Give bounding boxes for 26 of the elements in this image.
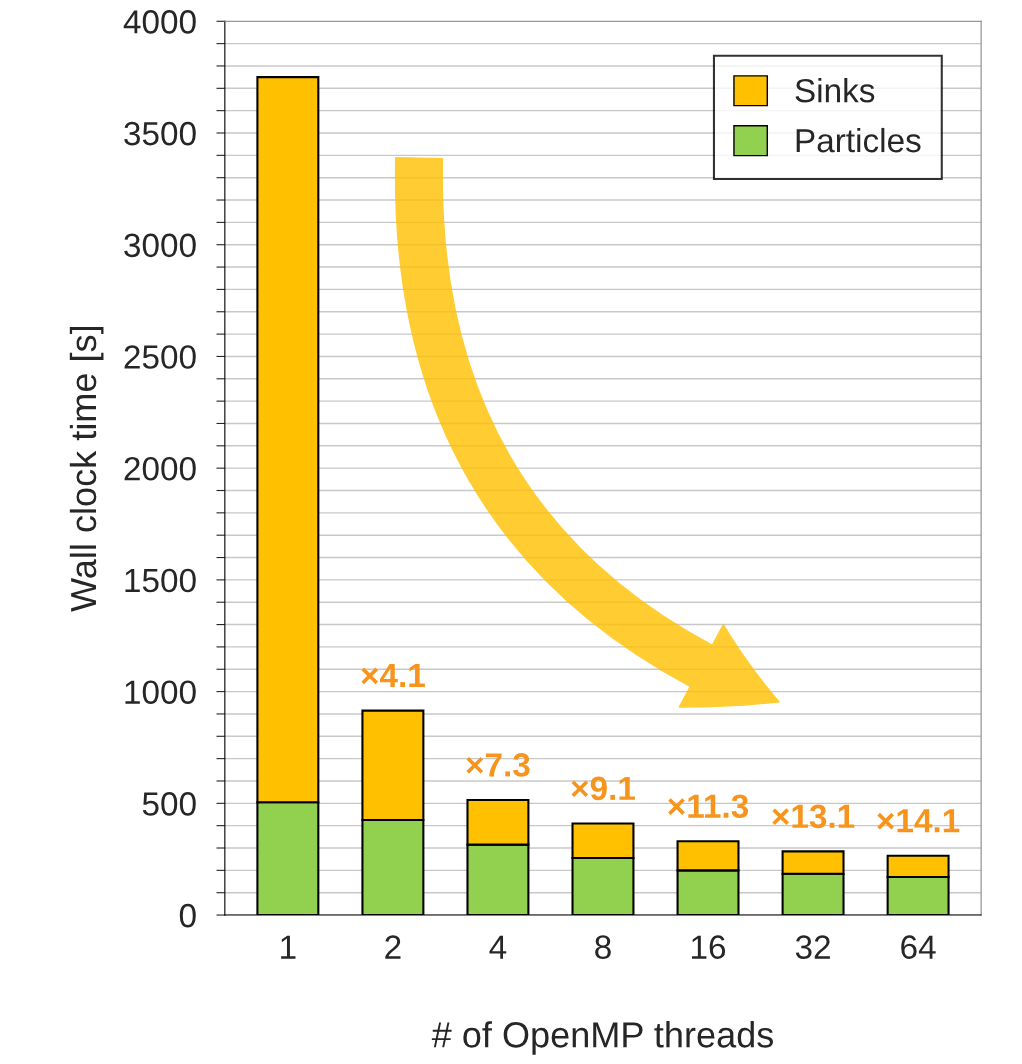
y-tick-label: 1000 bbox=[125, 680, 196, 705]
x-tick-label: 1 bbox=[281, 935, 296, 959]
annotation: ×11.3 bbox=[668, 794, 749, 819]
y-tick-label: 500 bbox=[142, 792, 196, 816]
y-tick-label: 4000 bbox=[123, 10, 196, 34]
x-tick-label: 32 bbox=[795, 935, 830, 959]
y-tick-label: 1500 bbox=[125, 568, 196, 593]
x-tick-label: 4 bbox=[489, 935, 507, 959]
y-tick-label: 3500 bbox=[124, 121, 196, 146]
annotation: ×14.1 bbox=[877, 809, 960, 833]
x-tick-label: 8 bbox=[595, 935, 611, 959]
y-axis-title: Wall clock time [s] bbox=[69, 326, 104, 612]
y-tick-label: 2000 bbox=[124, 456, 196, 481]
legend-label: Sinks bbox=[795, 78, 875, 103]
x-axis-title: # of OpenMP threads bbox=[431, 1021, 773, 1055]
annotation: ×4.1 bbox=[361, 664, 425, 688]
legend-label: Particles bbox=[796, 127, 921, 153]
annotation: ×7.3 bbox=[466, 753, 530, 777]
x-tick-label: 16 bbox=[692, 935, 726, 959]
y-tick-label: 2500 bbox=[124, 345, 196, 369]
x-tick-label: 64 bbox=[901, 935, 936, 959]
annotation: ×9.1 bbox=[571, 776, 635, 801]
y-tick-label: 3000 bbox=[124, 233, 196, 258]
annotation: ×13.1 bbox=[772, 804, 855, 829]
x-tick-label: 2 bbox=[385, 935, 401, 959]
y-tick-label: 0 bbox=[179, 903, 196, 928]
